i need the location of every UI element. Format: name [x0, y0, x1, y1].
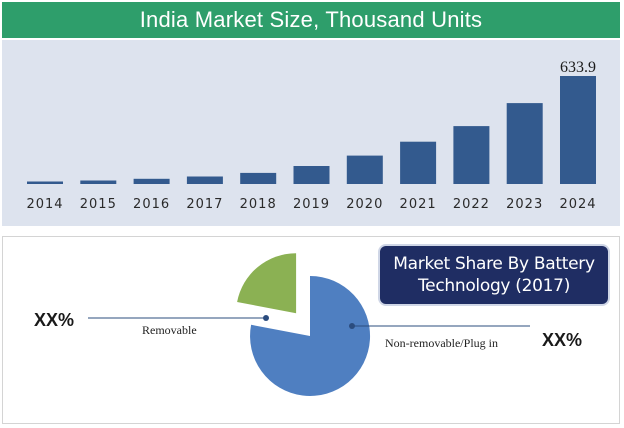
bar-2015: [80, 180, 117, 184]
pie-slice-removable: [237, 253, 297, 314]
bar-2017: [186, 176, 223, 184]
pie-title-line-2: Technology (2017): [417, 276, 571, 296]
x-tick-label-2018: 2018: [240, 197, 277, 212]
pie-slice-non-removable: [250, 275, 371, 397]
x-tick-label-2024: 2024: [559, 197, 596, 212]
x-tick-label-2021: 2021: [400, 197, 437, 212]
bar-2014: [27, 181, 63, 184]
removable-share-value: XX%: [34, 310, 75, 330]
bar-2024: [560, 76, 596, 184]
data-label-2024: 633.9: [560, 59, 596, 76]
x-tick-label-2023: 2023: [506, 197, 543, 212]
x-tick-label-2016: 2016: [133, 197, 170, 212]
bar-2020: [346, 155, 383, 184]
removable-label: Removable: [142, 323, 197, 337]
chart-title: India Market Size, Thousand Units: [139, 7, 483, 32]
x-tick-label-2014: 2014: [26, 197, 63, 212]
bar-2016: [133, 178, 170, 184]
non-removable-label: Non-removable/Plug in: [385, 336, 498, 350]
x-tick-label-2022: 2022: [453, 197, 490, 212]
chart-title-banner: India Market Size, Thousand Units: [2, 2, 620, 38]
removable-leader-dot: [263, 315, 269, 321]
bar-chart: 2014 2015 2016 2017 2018 2019 2020 2021 2022 2023…: [26, 59, 596, 212]
non-removable-share-value: XX%: [542, 330, 583, 350]
x-tick-label-2019: 2019: [293, 197, 330, 212]
bar-2022: [453, 126, 490, 184]
bar-2023: [506, 103, 543, 184]
x-tick-label-2020: 2020: [346, 197, 383, 212]
bar-chart-panel: 2014 2015 2016 2017 2018 2019 2020 2021 2022 2023…: [2, 40, 620, 226]
bar-2019: [293, 166, 330, 184]
bar-2021: [400, 141, 437, 184]
non-removable-leader-dot: [349, 323, 355, 329]
x-tick-label-2017: 2017: [186, 197, 223, 212]
x-tick-label-2015: 2015: [80, 197, 117, 212]
pie-title-line-1: Market Share By Battery: [393, 254, 595, 274]
bar-2018: [240, 172, 277, 184]
pie-chart-title-box: Market Share By Battery Technology (2017…: [380, 246, 608, 304]
